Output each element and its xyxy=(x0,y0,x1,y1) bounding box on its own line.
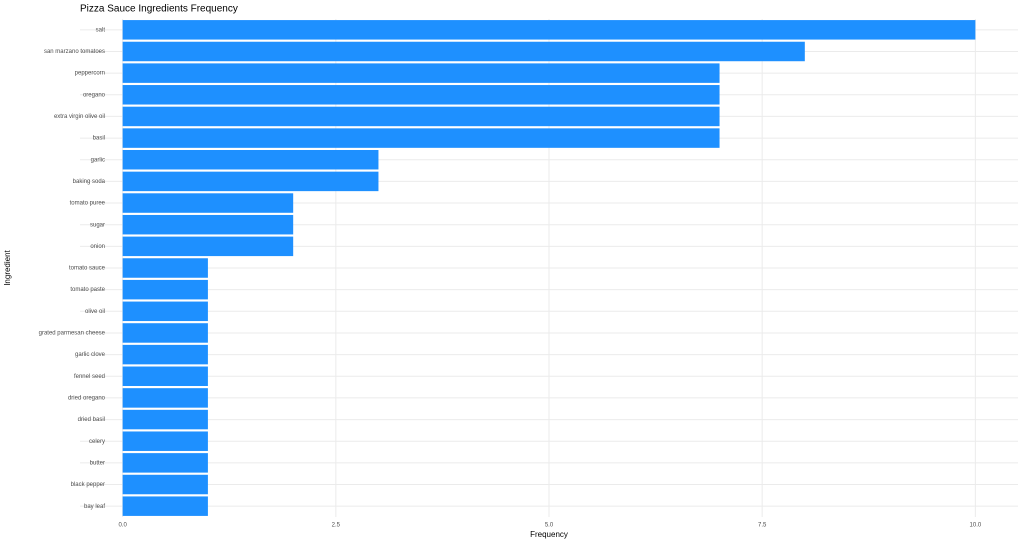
bar xyxy=(122,63,720,83)
y-tick-label: onion xyxy=(90,244,105,250)
y-tick-label: olive oil xyxy=(85,309,105,315)
y-tick-label: extra virgin olive oil xyxy=(54,114,105,120)
y-tick-label: san marzano tomatoes xyxy=(44,49,105,55)
x-tick-label: 5.0 xyxy=(545,523,554,529)
y-tick-label: baking soda xyxy=(73,179,106,185)
bar xyxy=(122,323,208,343)
y-tick-label: basil xyxy=(93,136,105,142)
y-tick-label: tomato sauce xyxy=(69,266,106,272)
y-tick-label: grated parmesan cheese xyxy=(39,331,106,337)
y-tick-label: salt xyxy=(96,27,106,33)
y-tick-label: fennel seed xyxy=(74,374,105,380)
bar xyxy=(122,258,208,278)
bar xyxy=(122,214,294,235)
bar xyxy=(122,128,720,148)
y-tick-label: black pepper xyxy=(71,482,105,488)
bar xyxy=(122,453,208,473)
bar xyxy=(122,85,720,105)
x-axis-label: Frequency xyxy=(530,530,568,539)
bar xyxy=(122,366,208,387)
y-tick-label: tomato paste xyxy=(70,287,105,293)
bar xyxy=(122,496,208,516)
bar xyxy=(122,41,805,62)
chart-title: Pizza Sauce Ingredients Frequency xyxy=(80,4,238,15)
bar xyxy=(122,474,208,495)
y-tick-label: celery xyxy=(89,439,105,445)
x-tick-label: 2.5 xyxy=(332,523,341,529)
y-tick-label: garlic xyxy=(91,157,105,163)
y-tick-label: sugar xyxy=(90,222,105,228)
bar xyxy=(122,149,379,170)
bar xyxy=(122,301,208,322)
y-tick-label: peppercorn xyxy=(75,71,105,77)
y-axis-label: Ingredient xyxy=(3,249,12,285)
y-tick-label: bay leaf xyxy=(84,504,105,510)
y-tick-label: dried oregano xyxy=(68,395,106,401)
bar xyxy=(122,409,208,430)
y-tick-label: tomato puree xyxy=(70,201,106,207)
bar xyxy=(122,236,294,257)
x-tick-label: 10.0 xyxy=(970,523,982,529)
bar xyxy=(122,431,208,451)
y-tick-label: garlic clove xyxy=(75,352,106,358)
bar xyxy=(122,388,208,408)
bar xyxy=(122,171,379,192)
y-tick-label: oregano xyxy=(83,92,106,98)
bar xyxy=(122,193,294,213)
bar xyxy=(122,106,720,127)
bar xyxy=(122,344,208,365)
bar xyxy=(122,20,976,40)
x-tick-label: 0.0 xyxy=(118,523,127,529)
y-tick-label: dried basil xyxy=(78,417,105,423)
bar xyxy=(122,279,208,300)
x-tick-label: 7.5 xyxy=(758,523,767,529)
y-tick-label: butter xyxy=(90,460,105,466)
